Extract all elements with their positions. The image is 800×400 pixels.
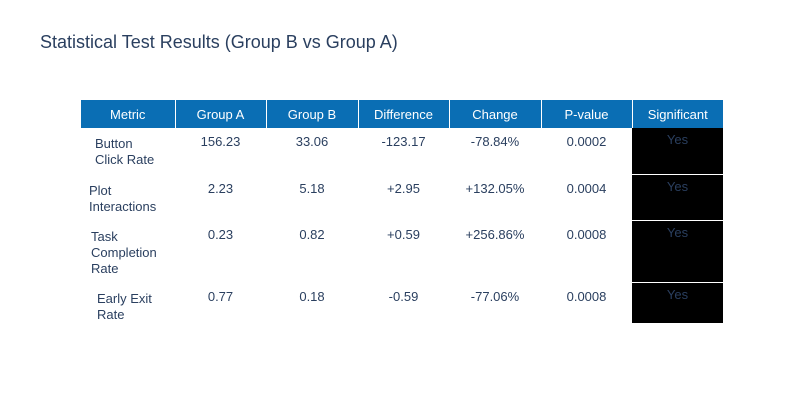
metric-label: Early Exit Rate <box>97 290 152 322</box>
difference-cell: +0.59 <box>358 220 449 283</box>
p-value-value: 0.0004 <box>566 180 607 196</box>
chart-title: Statistical Test Results (Group B vs Gro… <box>40 32 398 52</box>
group-b-cell: 0.82 <box>266 220 358 283</box>
p-value-cell: 0.0002 <box>541 128 632 175</box>
significant-cell: Yes <box>632 220 723 283</box>
change-cell: +132.05% <box>449 174 541 221</box>
metric-cell: Button Click Rate <box>81 128 175 175</box>
significant-cell: Yes <box>632 174 723 221</box>
change-value: +256.86% <box>465 226 525 242</box>
group-b-value: 5.18 <box>299 180 325 196</box>
group-a-cell: 0.23 <box>175 220 266 283</box>
significant-cell: Yes <box>632 282 723 324</box>
table-row: Button Click Rate 156.23 33.06 -123.17 -… <box>81 128 723 175</box>
group-a-value: 0.77 <box>207 288 234 304</box>
p-value-cell: 0.0004 <box>541 174 632 221</box>
difference-cell: -123.17 <box>358 128 449 175</box>
group-b-value: 0.18 <box>299 288 325 304</box>
results-table: Metric Group A Group B Difference Change… <box>81 100 723 324</box>
significant-cell: Yes <box>632 128 723 175</box>
significant-value: Yes <box>666 132 689 147</box>
table-row: Early Exit Rate 0.77 0.18 -0.59 -77.06% … <box>81 282 723 324</box>
column-header-significant: Significant <box>631 100 723 128</box>
group-b-cell: 5.18 <box>266 174 358 221</box>
metric-cell: Early Exit Rate <box>81 282 175 324</box>
group-a-value: 156.23 <box>200 134 241 149</box>
difference-value: -123.17 <box>381 134 426 149</box>
p-value-value: 0.0002 <box>566 134 607 149</box>
group-a-cell: 0.77 <box>175 282 266 324</box>
column-header-change: Change <box>448 100 542 128</box>
metric-cell: Task Completion Rate <box>81 220 175 283</box>
group-a-value: 2.23 <box>207 180 234 196</box>
change-value: -78.84% <box>470 134 520 149</box>
group-b-cell: 0.18 <box>266 282 358 324</box>
change-cell: -78.84% <box>449 128 541 175</box>
difference-value: +2.95 <box>387 180 420 196</box>
group-a-cell: 156.23 <box>175 128 266 175</box>
group-b-value: 0.82 <box>299 226 325 242</box>
significant-value: Yes <box>666 178 689 194</box>
p-value-value: 0.0008 <box>566 226 607 242</box>
difference-value: -0.59 <box>388 288 419 304</box>
difference-cell: -0.59 <box>358 282 449 324</box>
group-a-cell: 2.23 <box>175 174 266 221</box>
difference-value: +0.59 <box>387 226 420 242</box>
significant-value: Yes <box>666 224 689 240</box>
significant-value: Yes <box>666 286 689 302</box>
change-cell: -77.06% <box>449 282 541 324</box>
header-row: Metric Group A Group B Difference Change… <box>81 100 723 128</box>
group-a-value: 0.23 <box>207 226 234 242</box>
change-cell: +256.86% <box>449 220 541 283</box>
column-header-difference: Difference <box>357 100 450 128</box>
difference-cell: +2.95 <box>358 174 449 221</box>
table-row: Plot Interactions 2.23 5.18 +2.95 +132.0… <box>81 174 723 221</box>
column-header-p-value: P-value <box>540 100 633 128</box>
group-b-value: 33.06 <box>295 134 329 149</box>
metric-label: Task Completion Rate <box>91 228 157 276</box>
change-value: +132.05% <box>465 180 525 196</box>
change-value: -77.06% <box>470 288 520 304</box>
group-b-cell: 33.06 <box>266 128 358 175</box>
metric-label: Plot Interactions <box>89 182 157 214</box>
column-header-group-b: Group B <box>265 100 359 128</box>
p-value-value: 0.0008 <box>566 288 607 304</box>
metric-label: Button Click Rate <box>95 136 155 167</box>
column-header-metric: Metric <box>81 100 176 128</box>
p-value-cell: 0.0008 <box>541 282 632 324</box>
p-value-cell: 0.0008 <box>541 220 632 283</box>
table-row: Task Completion Rate 0.23 0.82 +0.59 +25… <box>81 220 723 283</box>
metric-cell: Plot Interactions <box>81 174 175 221</box>
column-header-group-a: Group A <box>174 100 267 128</box>
